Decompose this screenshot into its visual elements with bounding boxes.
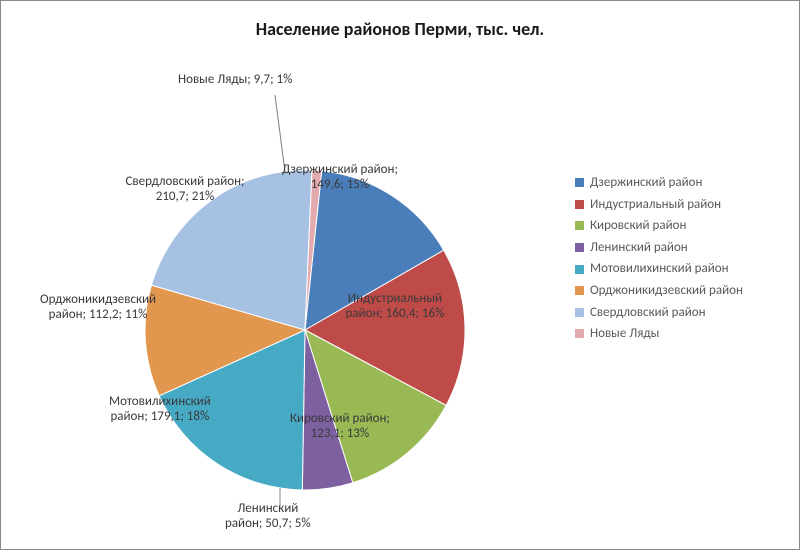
slice-label: Дзержинский район; 149,6; 15% (282, 163, 398, 193)
legend-item: Новые Ляды (575, 326, 790, 342)
legend-label: Свердловский район (590, 305, 706, 321)
legend-swatch (575, 200, 584, 209)
legend-swatch (575, 178, 584, 187)
legend-item: Мотовилихинский район (575, 261, 790, 277)
legend-item: Индустриальный район (575, 197, 790, 213)
slice-label: Мотовилихинский район; 179,1; 18% (109, 395, 211, 425)
slice-label: Ленинский район; 50,7; 5% (225, 502, 311, 532)
legend-label: Индустриальный район (590, 197, 721, 213)
legend-swatch (575, 329, 584, 338)
legend-item: Ленинский район (575, 240, 790, 256)
legend-item: Свердловский район (575, 305, 790, 321)
legend-item: Кировский район (575, 218, 790, 234)
slice-label: Свердловский район; 210,7; 21% (126, 175, 245, 205)
legend-swatch (575, 265, 584, 274)
slice-label: Индустриальный район; 160,4; 16% (346, 292, 445, 322)
legend-swatch (575, 286, 584, 295)
legend-label: Дзержинский район (590, 175, 702, 191)
leader-line (275, 95, 285, 172)
pie-chart: Дзержинский район; 149,6; 15% Индустриаль… (10, 60, 570, 540)
slice-label: Кировский район; 123,1; 13% (290, 412, 390, 442)
legend-label: Мотовилихинский район (590, 261, 729, 277)
legend-item: Дзержинский район (575, 175, 790, 191)
legend-swatch (575, 221, 584, 230)
legend-item: Орджоникидзевский район (575, 283, 790, 299)
legend-label: Новые Ляды (590, 326, 659, 342)
legend-swatch (575, 308, 584, 317)
legend: Дзержинский район Индустриальный район Кир… (575, 175, 790, 348)
legend-label: Ленинский район (590, 240, 688, 256)
slice-label: Новые Ляды; 9,7; 1% (178, 73, 292, 88)
legend-label: Кировский район (590, 218, 686, 234)
slice-label: Орджоникидзевский район; 112,2; 11% (40, 293, 156, 323)
legend-swatch (575, 243, 584, 252)
chart-title: Население районов Перми, тыс. чел. (0, 18, 800, 40)
legend-label: Орджоникидзевский район (590, 283, 743, 299)
